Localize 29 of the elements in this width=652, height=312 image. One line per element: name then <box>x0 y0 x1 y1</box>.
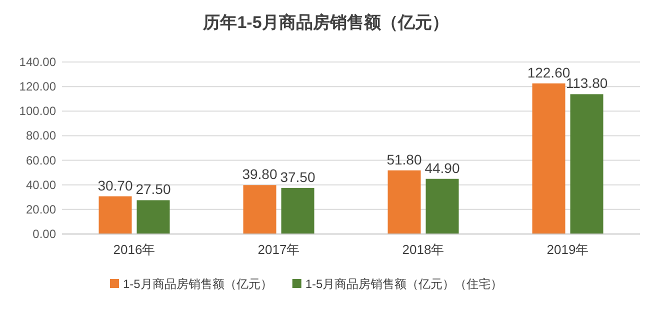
data-label: 37.50 <box>280 168 316 185</box>
bar <box>388 170 421 234</box>
legend-label: 1-5月商品房销售额（亿元）（住宅） <box>305 277 503 291</box>
y-tick-label: 80.00 <box>26 128 56 143</box>
bar <box>426 178 459 234</box>
y-tick-label: 40.00 <box>26 178 56 192</box>
bar <box>98 196 132 234</box>
x-tick-label: 2017年 <box>258 242 300 257</box>
data-label: 51.80 <box>386 151 422 168</box>
bar <box>281 188 314 234</box>
chart-title: 历年1-5月商品房销售额（亿元） <box>202 13 449 32</box>
data-label: 30.70 <box>98 177 133 194</box>
x-tick-label: 2016年 <box>113 242 156 257</box>
y-tick-label: 0.00 <box>32 227 56 241</box>
bar <box>570 94 604 234</box>
data-label: 27.50 <box>136 181 171 198</box>
y-tick-label: 140.00 <box>19 55 56 69</box>
bar <box>243 185 276 234</box>
y-tick-label: 120.00 <box>19 80 56 94</box>
y-tick-label: 60.00 <box>26 153 56 168</box>
x-tick-label: 2018年 <box>402 242 444 257</box>
y-tick-label: 20.00 <box>26 202 56 216</box>
legend-label: 1-5月商品房销售额（亿元） <box>123 277 272 291</box>
data-label: 44.90 <box>424 160 460 176</box>
y-tick-label: 100.00 <box>19 104 56 118</box>
x-tick-label: 2019年 <box>546 242 589 257</box>
bar <box>532 83 566 234</box>
bar <box>136 200 170 234</box>
data-label: 39.80 <box>242 166 278 182</box>
